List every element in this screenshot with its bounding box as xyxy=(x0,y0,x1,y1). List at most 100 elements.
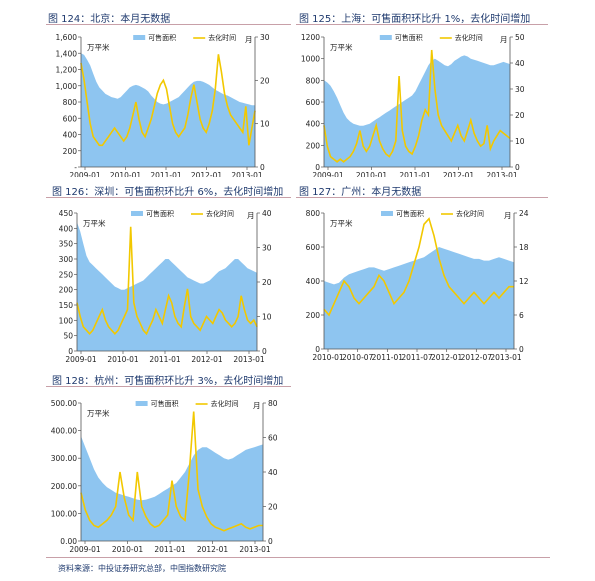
left-tick-label: 1200 xyxy=(301,33,320,42)
title-rule xyxy=(296,197,548,198)
chart-title-guangzhou: 图 127：广州：本月无数据 xyxy=(299,187,422,198)
series-line-turnover xyxy=(323,217,514,317)
right-tick-label: 0 xyxy=(515,163,520,172)
left-tick-label: 1,200 xyxy=(56,66,78,75)
source-note: 资料来源：中投证券研究总部，中国指数研究院 xyxy=(58,564,226,573)
chart-title-shanghai: 图 125：上海：可售面积环比升 1%，去化时间增加 xyxy=(299,14,531,25)
left-unit-label: 万平米 xyxy=(83,218,106,228)
series-line-turnover xyxy=(80,411,263,532)
left-tick-label: 400.00 xyxy=(51,427,77,436)
x-tick-label: 2010-01 xyxy=(112,545,144,553)
x-tick-label: 2012-01 xyxy=(197,545,229,553)
x-tick-label: 2012-01 xyxy=(443,171,475,177)
x-tick-label: 2010-01 xyxy=(312,353,344,361)
x-tick-label: 2011-01 xyxy=(150,171,182,177)
right-tick-label: 40 xyxy=(515,59,525,68)
left-tick-label: 50 xyxy=(63,332,73,341)
legend-area-swatch xyxy=(131,211,143,216)
legend-area-swatch xyxy=(133,35,146,40)
right-tick-label: 20 xyxy=(268,503,278,512)
left-tick-label: 300.00 xyxy=(51,454,77,463)
x-tick-label: 2013-01 xyxy=(486,171,518,177)
x-tick-label: 2009-01 xyxy=(69,171,101,177)
left-tick-label: 1,400 xyxy=(56,49,78,58)
right-tick-label: 18 xyxy=(519,243,529,252)
left-tick-label: 600 xyxy=(306,243,321,252)
right-tick-label: 50 xyxy=(515,33,525,42)
legend-area-label: 可售面积 xyxy=(146,209,174,218)
left-tick-label: 400 xyxy=(306,120,321,129)
chart-title-shenzhen: 图 126：深圳：可售面积环比升 6%，去化时间增加 xyxy=(52,187,284,198)
x-tick-label: 2012-01 xyxy=(431,353,463,361)
left-unit-label: 万平米 xyxy=(330,218,353,228)
right-tick-label: 24 xyxy=(519,209,529,218)
series-line-turnover xyxy=(323,49,511,163)
left-unit-label: 万平米 xyxy=(87,408,110,418)
right-tick-label: 20 xyxy=(515,111,525,120)
left-tick-label: 200.00 xyxy=(51,482,77,491)
left-tick-label: 1,000 xyxy=(56,82,78,91)
legend-area-swatch xyxy=(381,211,393,216)
legend-line-label: 去化时间 xyxy=(456,209,484,218)
right-tick-label: 0 xyxy=(268,537,273,546)
left-tick-label: 800 xyxy=(306,76,321,85)
left-unit-label: 万平米 xyxy=(330,42,353,52)
hangzhou-chart: 0.00 100.00 200.00 300.00 400.00 500.00 0 20 40 6… xyxy=(51,399,278,553)
series-area-available xyxy=(324,247,514,349)
x-tick-label: 2009-01 xyxy=(312,171,344,177)
title-rule xyxy=(46,386,291,387)
right-tick-label: 20 xyxy=(260,76,270,85)
x-tick-label: 2013-01 xyxy=(231,171,263,177)
series-line-turnover xyxy=(76,226,258,336)
right-tick-label: 30 xyxy=(262,244,272,253)
left-unit-label: 万平米 xyxy=(87,42,110,52)
source-rule xyxy=(46,557,550,558)
series-line-turnover xyxy=(80,54,256,147)
right-tick-label: 20 xyxy=(262,278,272,287)
left-tick-label: 600 xyxy=(63,114,78,123)
x-tick-label: 2011-01 xyxy=(149,355,181,363)
left-tick-label: 100 xyxy=(59,316,74,325)
x-tick-label: 2012-01 xyxy=(191,355,223,363)
right-tick-label: 30 xyxy=(260,33,270,42)
title-rule xyxy=(296,24,548,25)
right-tick-label: 6 xyxy=(519,311,524,320)
x-tick-label: 2010-01 xyxy=(356,171,388,177)
legend-area-label: 可售面积 xyxy=(395,33,423,42)
x-tick-label: 2011-01 xyxy=(154,545,186,553)
left-tick-label: 250 xyxy=(59,270,74,279)
shenzhen-chart: 0 50 100 150 200 250 300 350 400 450 0 10 20 30 40 2009… xyxy=(59,209,272,363)
legend-line-label: 去化时间 xyxy=(208,33,236,42)
left-tick-label: 200 xyxy=(59,286,74,295)
x-tick-label: 2011-01 xyxy=(372,353,404,361)
left-tick-label: 1,600 xyxy=(56,33,78,42)
right-tick-label: 60 xyxy=(268,434,278,443)
x-tick-label: 2011-07 xyxy=(401,353,433,361)
left-tick-label: 350 xyxy=(59,240,74,249)
left-tick-label: 400 xyxy=(59,224,74,233)
legend-area-label: 可售面积 xyxy=(148,33,176,42)
legend-area-swatch xyxy=(135,401,148,406)
beijing-chart: - 200 400 600 800 1,000 1,200 1,400 1,600 0 10 20 30… xyxy=(56,33,270,177)
left-tick-label: 400 xyxy=(306,277,321,286)
x-tick-label: 2010-01 xyxy=(110,171,142,177)
left-tick-label: 300 xyxy=(59,255,74,264)
series-area-available xyxy=(77,222,257,351)
legend-area-label: 可售面积 xyxy=(396,209,424,218)
left-tick-label: 0 xyxy=(315,163,320,172)
left-tick-label: 450 xyxy=(59,209,74,218)
series-area-available xyxy=(81,436,263,541)
left-tick-label: 200 xyxy=(63,147,78,156)
right-unit-label: 月 xyxy=(245,35,253,44)
x-tick-label: 2009-01 xyxy=(65,355,97,363)
right-tick-label: 40 xyxy=(262,209,272,218)
right-tick-label: 80 xyxy=(268,399,278,408)
left-tick-label: 1000 xyxy=(301,55,320,64)
chart-title-hangzhou: 图 128：杭州：可售面积环比升 3%，去化时间增加 xyxy=(52,376,284,387)
title-rule xyxy=(46,197,291,198)
x-tick-label: 2010-07 xyxy=(342,353,374,361)
left-tick-label: 500.00 xyxy=(51,399,77,408)
x-tick-label: 2013-01 xyxy=(239,545,271,553)
left-tick-label: 150 xyxy=(59,301,74,310)
right-tick-label: 40 xyxy=(268,468,278,477)
